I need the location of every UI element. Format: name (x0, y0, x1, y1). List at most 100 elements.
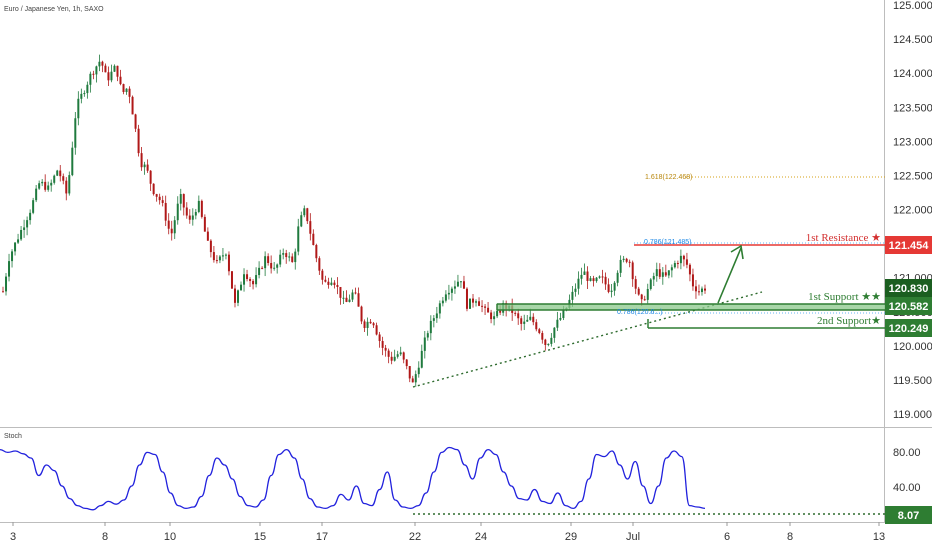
candle-up (420, 350, 423, 368)
candle-down (411, 378, 414, 383)
candle-up (475, 301, 478, 303)
candle-up (35, 188, 38, 201)
candle-up (80, 93, 83, 99)
candle-down (637, 288, 640, 295)
candle-up (432, 318, 435, 321)
candle-down (185, 207, 188, 216)
candle-up (348, 299, 351, 302)
candle-up (450, 288, 453, 293)
time-tick-label: 6 (724, 531, 730, 543)
fib-resistance-label: 0.786(121.485) (644, 239, 691, 246)
candle-down (535, 322, 538, 330)
candle-up (646, 288, 649, 300)
candle-down (321, 270, 324, 280)
candle-up (191, 215, 194, 220)
candle-up (523, 321, 526, 324)
candle-down (631, 262, 634, 280)
candle-up (351, 292, 354, 300)
time-tick-label: 8 (102, 531, 108, 543)
time-tick-label: Jul (626, 531, 640, 543)
current-price-tag: 120.830 (885, 279, 932, 297)
candle-down (538, 329, 541, 333)
candle-down (309, 221, 312, 234)
candle-up (616, 272, 619, 283)
price-tick-label: 120.000 (893, 341, 932, 353)
candle-up (556, 319, 559, 328)
price-tick-label: 119.000 (893, 409, 932, 421)
candle-down (462, 281, 465, 289)
candle-up (71, 147, 74, 176)
candle-up (526, 319, 529, 322)
resistance-price-tag: 121.454 (885, 236, 932, 254)
candle-down (601, 276, 604, 278)
candle-down (676, 263, 679, 265)
candle-up (240, 284, 243, 291)
candle-up (429, 320, 432, 334)
candle-down (59, 170, 62, 177)
candle-up (68, 175, 71, 194)
candle-up (17, 239, 20, 243)
time-tick-label: 15 (254, 531, 266, 543)
candle-up (83, 93, 86, 95)
candle-up (550, 337, 553, 344)
candle-down (312, 233, 315, 246)
candle-up (670, 267, 673, 271)
candle-down (360, 306, 363, 322)
candle-up (393, 356, 396, 361)
candle-up (426, 333, 429, 338)
candle-down (487, 307, 490, 313)
candle-up (399, 352, 402, 355)
svg-text:120.249: 120.249 (889, 323, 929, 335)
candle-up (441, 300, 444, 304)
price-tick-label: 124.500 (893, 34, 932, 46)
candle-down (116, 65, 119, 77)
candle-up (468, 298, 471, 309)
candle-down (149, 170, 152, 184)
candle-up (342, 297, 345, 299)
candle-down (408, 366, 411, 379)
price-tick-label: 125.000 (893, 0, 932, 12)
candle-down (230, 271, 233, 289)
candle-up (667, 270, 670, 276)
candle-down (520, 318, 523, 324)
candle-down (164, 202, 167, 221)
candle-up (414, 374, 417, 383)
candle-down (357, 293, 360, 307)
stoch-tick-label: 40.00 (893, 482, 921, 494)
candle-down (688, 264, 691, 275)
candle-up (29, 212, 32, 221)
candle-up (294, 251, 297, 263)
candle-up (14, 242, 17, 252)
candle-down (682, 255, 685, 260)
candle-down (203, 216, 206, 232)
candle-down (390, 356, 393, 361)
time-axis[interactable]: 3 8 10 15 17 22 24 29 Jul 6 8 13 (10, 522, 885, 543)
candle-down (532, 316, 535, 323)
candle-down (122, 84, 125, 93)
candle-up (655, 269, 658, 277)
candle-down (384, 347, 387, 351)
candle-down (167, 220, 170, 229)
candle-down (354, 292, 357, 294)
candle-down (363, 321, 366, 328)
candle-up (435, 313, 438, 319)
candle-down (215, 260, 218, 262)
candle-down (246, 274, 249, 280)
time-tick-label: 29 (565, 531, 577, 543)
candle-down (137, 128, 140, 154)
candle-down (640, 294, 643, 300)
time-tick-label: 3 (10, 531, 16, 543)
candle-down (490, 312, 493, 320)
candle-up (38, 183, 41, 189)
candle-up (423, 337, 426, 351)
stochastic-series (0, 446, 706, 511)
candle-down (261, 267, 264, 269)
candle-up (258, 267, 261, 276)
candle-down (664, 272, 667, 276)
candle-down (270, 262, 273, 269)
candle-down (2, 291, 4, 293)
candle-up (32, 200, 35, 213)
candle-up (553, 327, 556, 338)
candle-up (610, 290, 613, 292)
